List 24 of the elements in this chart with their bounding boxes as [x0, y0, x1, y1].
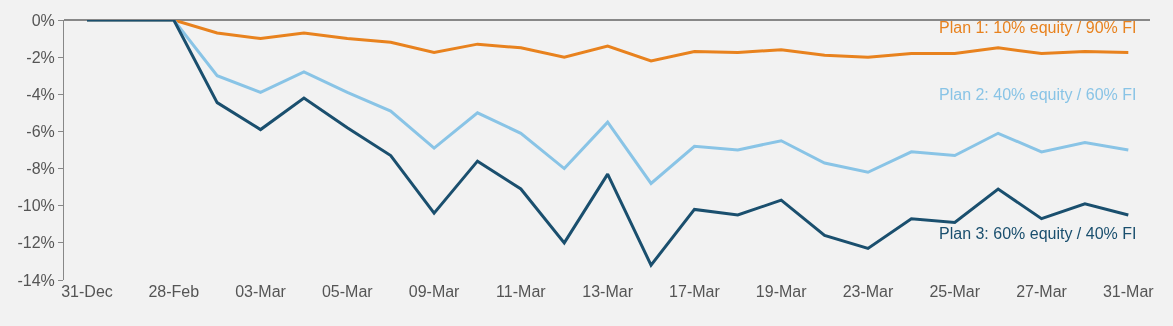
text: Plan 2: 40% equity / 60% FI	[939, 86, 1137, 103]
x-tick-label: 31-Dec	[61, 283, 113, 300]
x-tick-label: 25-Mar	[929, 283, 981, 300]
y-tick-label: -8%	[26, 160, 55, 178]
y-tick-label: -4%	[26, 85, 55, 103]
y-tick-label: 0%	[31, 11, 55, 29]
x-tick-label: 09-Mar	[408, 283, 461, 300]
x-tick-label: 31-Mar	[1102, 283, 1155, 300]
x-tick-label: 03-Mar	[235, 283, 287, 300]
x-tick-label: 11-Mar	[496, 283, 547, 300]
y-tick-label: -6%	[26, 123, 55, 141]
x-tick-label: 23-Mar	[842, 283, 894, 300]
y-tick-label: -2%	[26, 48, 55, 66]
x-tick-label: 19-Mar	[755, 283, 808, 300]
x-tick-label: 28-Feb	[148, 283, 200, 300]
series-label: Plan 1: 10% equity / 90% FI	[939, 19, 1137, 36]
series-label: Plan 3: 60% equity / 40% FI	[939, 225, 1137, 242]
x-tick-label: 17-Mar	[669, 283, 721, 300]
x-tick-label: 05-Mar	[321, 283, 374, 300]
y-tick-label: -12%	[17, 234, 55, 252]
y-tick-label: -14%	[17, 271, 55, 289]
y-tick-label: -10%	[17, 197, 55, 215]
x-tick-label: 27-Mar	[1016, 283, 1068, 300]
x-tick-label: 13-Mar	[582, 283, 634, 300]
